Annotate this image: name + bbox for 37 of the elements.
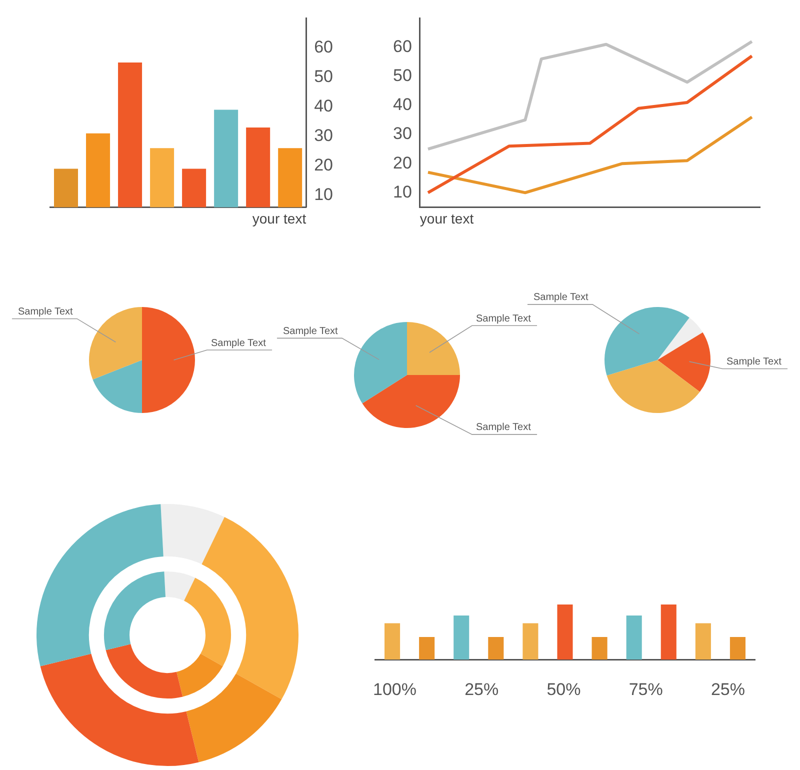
bar (384, 623, 400, 660)
bar (626, 616, 642, 660)
y-tick-label: 30 (314, 126, 334, 146)
bar (557, 604, 573, 660)
y-tick-label: 10 (392, 182, 412, 202)
y-tick-label: 20 (314, 156, 334, 175)
x-axis-title: your text (420, 210, 474, 226)
bar (454, 616, 470, 660)
y-tick-label: 50 (392, 66, 412, 86)
slice-label: Sample Text (533, 292, 589, 304)
slice-label: Sample Text (211, 338, 266, 349)
y-tick-label: 60 (392, 36, 412, 56)
bar (488, 637, 504, 660)
y-tick-label: 20 (392, 153, 412, 172)
y-tick-label: 50 (314, 66, 334, 86)
text: 100% (373, 680, 416, 700)
slice-label: Sample Text (726, 356, 782, 368)
text: 25% (464, 680, 499, 700)
text: 50% (546, 680, 581, 700)
y-tick-label: 60 (314, 37, 334, 56)
text: 75% (628, 680, 663, 700)
y-tick-label: 40 (392, 95, 412, 114)
y-tick-label: 10 (314, 185, 334, 204)
text: 25% (710, 680, 745, 700)
slice-label: Sample Text (476, 313, 532, 324)
bar (660, 604, 676, 660)
bar (592, 637, 608, 660)
slice-label: Sample Text (476, 422, 532, 434)
y-tick-label: 40 (314, 96, 334, 116)
bar (522, 623, 538, 660)
bar (419, 637, 435, 660)
y-tick-label: 30 (392, 124, 412, 144)
x-axis-title: your text (252, 210, 306, 226)
slice-label: Sample Text (282, 326, 338, 337)
bar (695, 623, 711, 660)
bar (730, 637, 746, 660)
slice-label: Sample Text (18, 306, 74, 318)
